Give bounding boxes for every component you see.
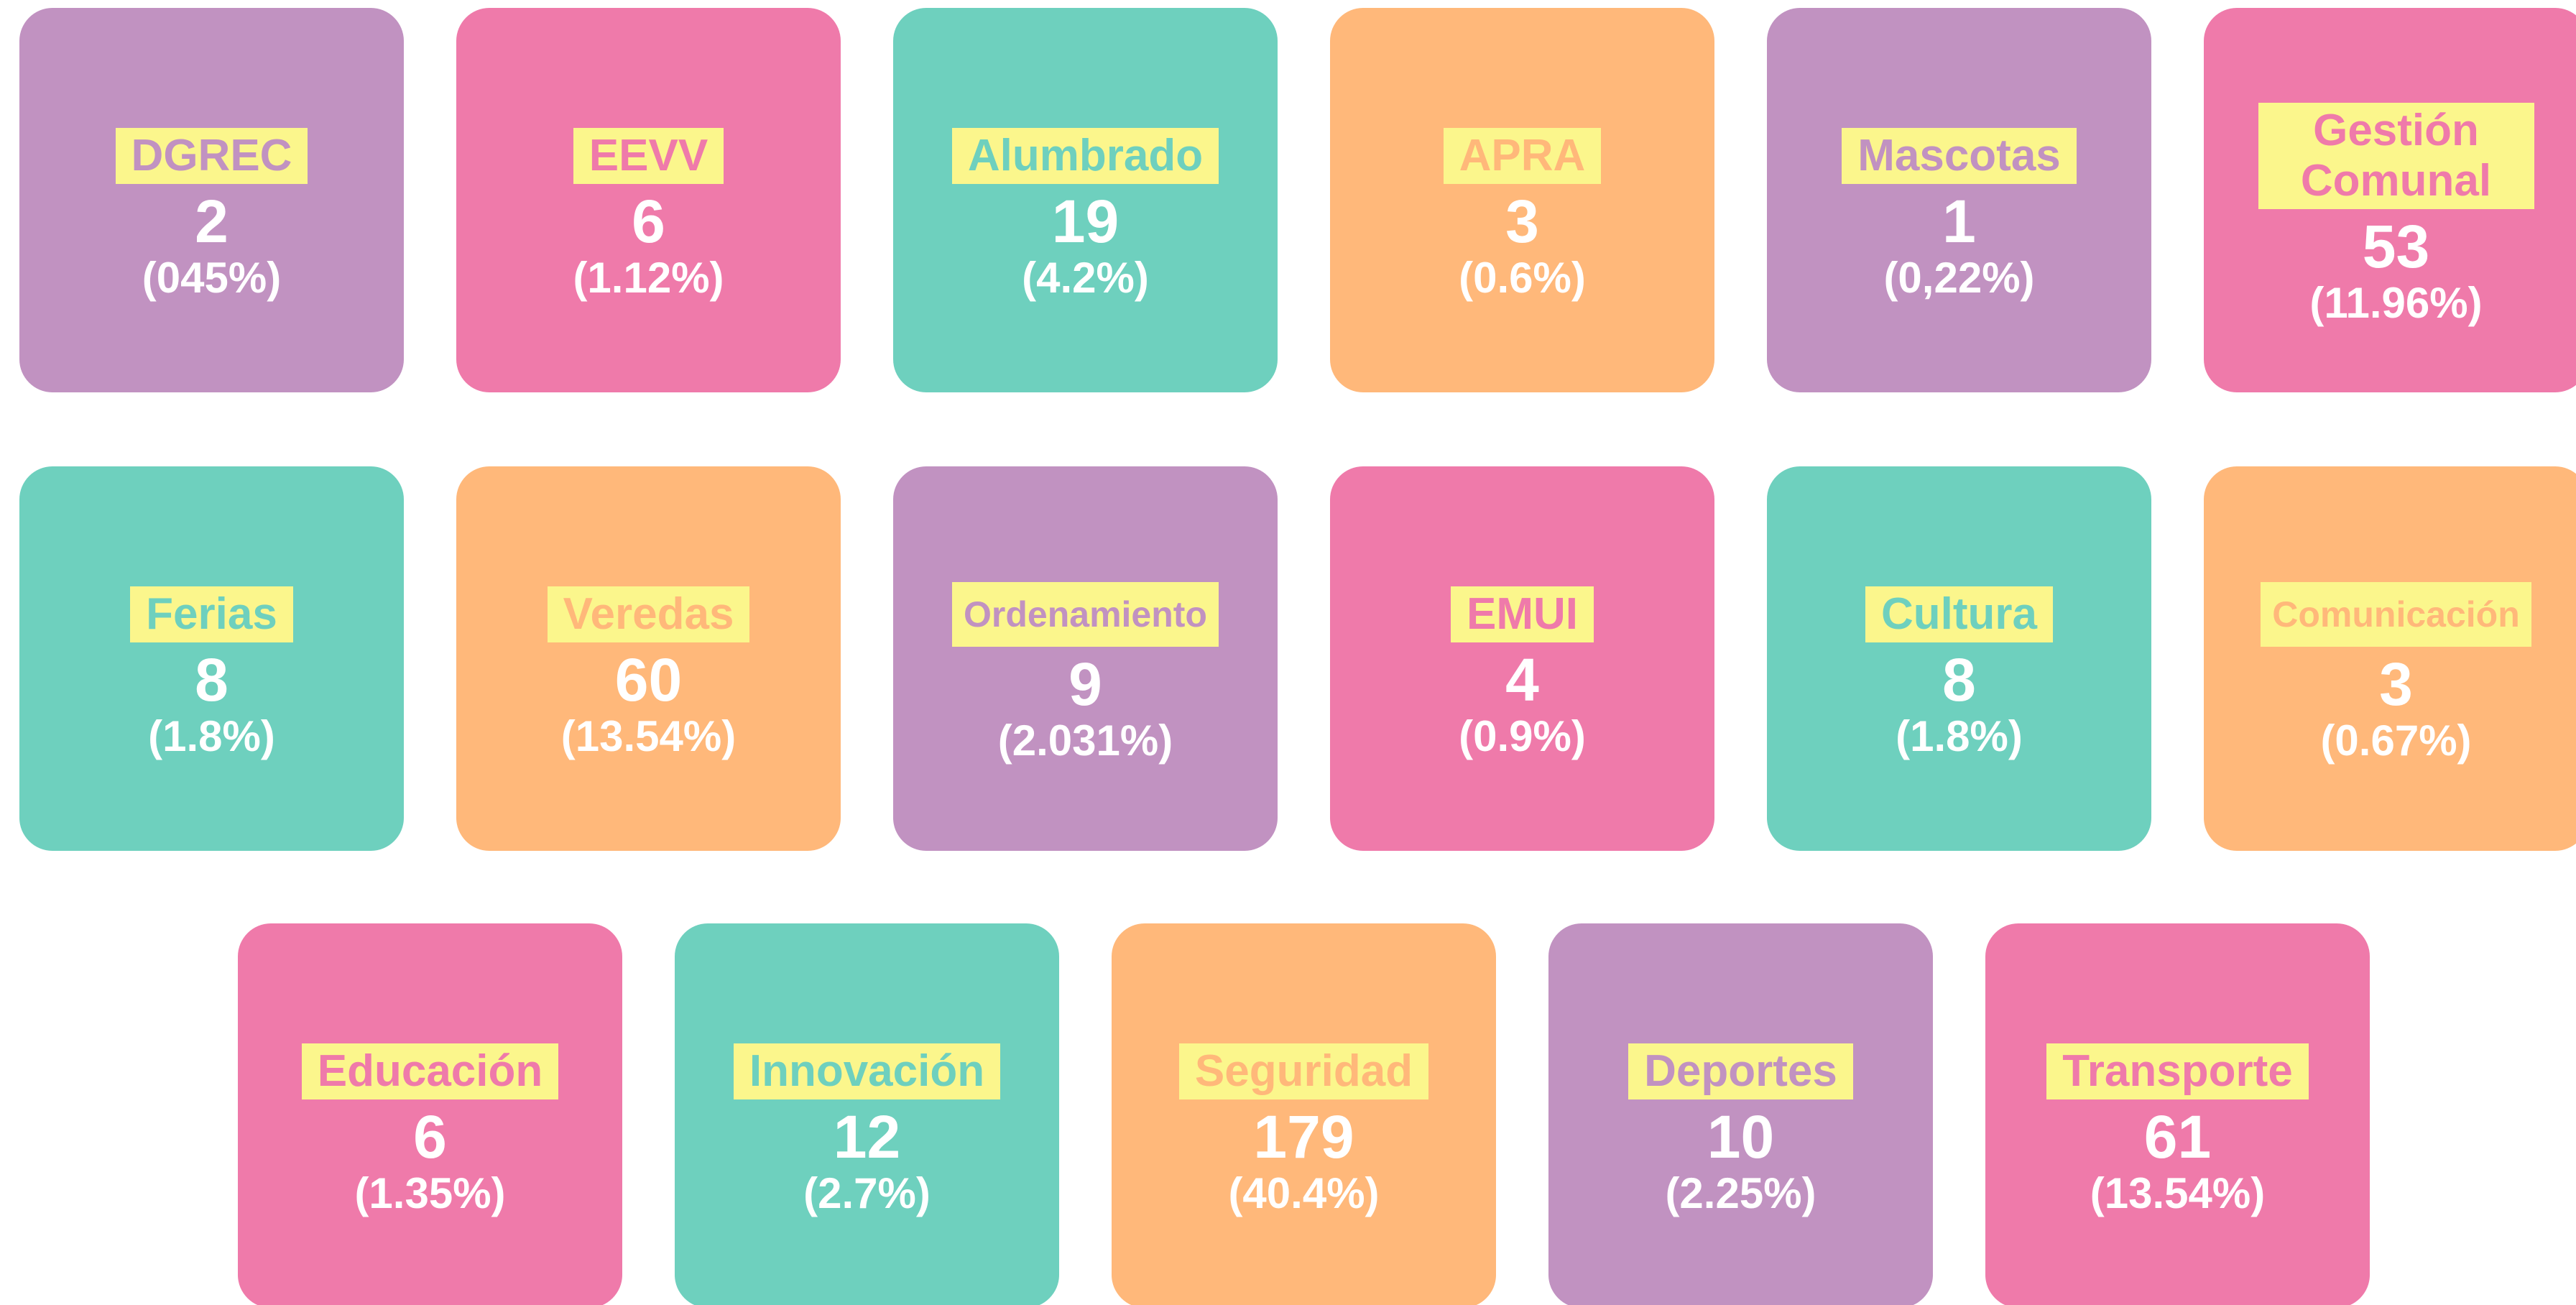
tile-count: 19 [1051,187,1120,255]
tile-count: 6 [413,1102,447,1171]
category-tile: EEVV 6 (1.12%) [456,8,841,392]
category-tile: APRA 3 (0.6%) [1330,8,1714,392]
tile-percent: (0.6%) [1459,253,1586,302]
tile-percent: (1.8%) [148,711,275,760]
tile-count: 8 [195,645,228,714]
tile-label: Ferias [130,586,293,642]
tile-count: 2 [195,187,228,255]
tile-percent: (13.54%) [2090,1168,2266,1217]
tile-label: Alumbrado [951,127,1219,184]
category-tile: Deportes 10 (2.25%) [1548,923,1933,1305]
category-tile: Comunicación 3 (0.67%) [2204,466,2576,851]
tile-percent: (2.031%) [997,716,1173,765]
tile-label: APRA [1443,127,1602,184]
category-tile: Transporte 61 (13.54%) [1985,923,2370,1305]
tile-count: 3 [2379,650,2413,718]
tile-percent: (0.9%) [1459,711,1586,760]
tile-percent: (1.12%) [573,253,724,302]
tile-label: Deportes [1628,1043,1853,1099]
tile-label: Educación [301,1043,559,1099]
tile-count: 53 [2362,212,2430,280]
tile-percent: (40.4%) [1228,1168,1380,1217]
tile-label: Innovación [733,1043,1001,1099]
category-tile: Cultura 8 (1.8%) [1767,466,2151,851]
tile-count: 61 [2143,1102,2212,1171]
tile-label: Seguridad [1178,1043,1429,1099]
tile-percent: (2.7%) [803,1168,931,1217]
tile-count: 1 [1942,187,1976,255]
tile-label: DGREC [115,127,308,184]
tile-label: EMUI [1451,586,1594,642]
tile-label: Comunicación [2261,581,2531,647]
tile-percent: (0,22%) [1883,253,2035,302]
category-tile: Mascotas 1 (0,22%) [1767,8,2151,392]
tile-percent: (1.35%) [354,1168,506,1217]
tile-count: 10 [1707,1102,1775,1171]
tile-label: EEVV [573,127,724,184]
tile-count: 179 [1253,1102,1354,1171]
tile-percent: (0.67%) [2320,716,2472,765]
tile-count: 9 [1068,650,1102,718]
category-tile: Ferias 8 (1.8%) [19,466,404,851]
category-tile: Innovación 12 (2.7%) [675,923,1059,1305]
tile-percent: (2.25%) [1665,1168,1816,1217]
tile-label: Transporte [2046,1043,2309,1099]
tile-label: Gestión Comunal [2258,102,2534,209]
category-tile: DGREC 2 (045%) [19,8,404,392]
category-tile: Ordenamiento 9 (2.031%) [893,466,1278,851]
category-tile: Gestión Comunal 53 (11.96%) [2204,8,2576,392]
tile-label: Cultura [1865,586,2053,642]
tile-percent: (4.2%) [1022,253,1149,302]
tile-percent: (13.54%) [560,711,737,760]
tile-percent: (11.96%) [2309,278,2483,327]
tile-label: Veredas [547,586,750,642]
tile-count: 4 [1505,645,1539,714]
tile-count: 8 [1942,645,1976,714]
category-tile: Alumbrado 19 (4.2%) [893,8,1278,392]
tile-label: Ordenamiento [952,581,1219,647]
category-tile: Educación 6 (1.35%) [238,923,622,1305]
category-tile: EMUI 4 (0.9%) [1330,466,1714,851]
tile-count: 6 [632,187,665,255]
tile-label: Mascotas [1842,127,2077,184]
tile-count: 60 [614,645,683,714]
tile-percent: (1.8%) [1896,711,2023,760]
tile-percent: (045%) [142,253,282,302]
tile-count: 12 [833,1102,901,1171]
tile-count: 3 [1505,187,1539,255]
category-tile: Veredas 60 (13.54%) [456,466,841,851]
category-tile: Seguridad 179 (40.4%) [1112,923,1496,1305]
